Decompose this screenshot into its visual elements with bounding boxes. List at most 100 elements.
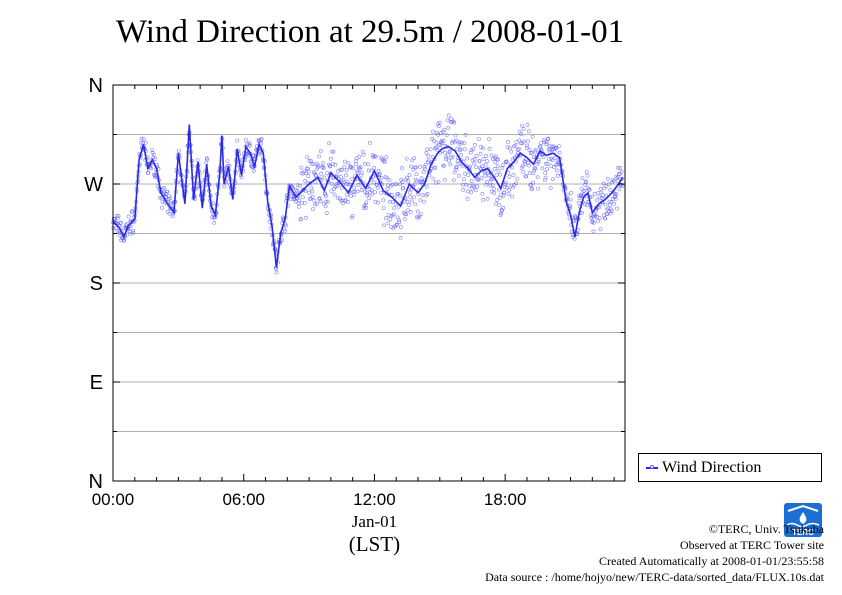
data-point	[458, 152, 463, 157]
data-point	[596, 190, 601, 195]
x-axis: 00:00 06:00 12:00 18:00 Jan-01(LST)	[92, 490, 527, 556]
data-point	[390, 182, 395, 187]
data-point	[499, 192, 504, 197]
data-point	[283, 223, 288, 228]
data-point	[454, 138, 459, 143]
data-point	[566, 192, 570, 197]
data-point	[141, 137, 146, 141]
data-point	[387, 199, 392, 204]
data-point	[419, 212, 424, 217]
data-point	[356, 182, 361, 187]
data-point	[146, 170, 151, 175]
data-point	[411, 167, 416, 172]
data-point	[569, 190, 574, 195]
x-tick-label: 06:00	[222, 490, 265, 509]
data-point	[431, 176, 436, 181]
data-point	[118, 220, 123, 225]
data-point	[396, 218, 401, 223]
data-point	[494, 201, 499, 206]
data-point	[474, 165, 479, 170]
data-point	[424, 150, 429, 155]
data-point	[442, 127, 447, 132]
data-point	[448, 162, 453, 167]
data-point	[398, 182, 403, 187]
data-point	[364, 200, 369, 205]
data-point	[384, 155, 389, 160]
data-point	[394, 182, 399, 187]
credit-created: Created Automatically at 2008-01-01/23:5…	[599, 554, 824, 568]
data-point	[160, 199, 165, 204]
data-point	[497, 203, 502, 207]
data-point	[434, 145, 439, 150]
credit-copyright: ©TERC, Univ. Tsukuba	[708, 522, 824, 536]
data-point	[131, 230, 136, 235]
data-point	[585, 173, 590, 178]
data-point	[450, 154, 455, 159]
data-point	[617, 171, 622, 176]
data-point	[165, 189, 170, 194]
data-point	[531, 171, 536, 176]
data-point	[323, 194, 328, 199]
data-point	[313, 202, 317, 207]
data-point	[526, 160, 531, 165]
data-point	[337, 179, 342, 184]
data-point	[515, 176, 520, 181]
data-point	[131, 228, 135, 233]
data-point	[596, 218, 601, 223]
data-point	[307, 158, 312, 163]
data-point	[471, 183, 475, 188]
data-point	[436, 124, 441, 129]
data-point	[426, 158, 431, 163]
data-point	[485, 159, 490, 164]
data-point	[500, 163, 505, 168]
data-point	[618, 166, 623, 170]
data-point	[606, 176, 610, 181]
data-point	[483, 173, 488, 178]
data-point	[381, 206, 386, 211]
data-point	[259, 141, 264, 146]
data-point	[355, 189, 360, 194]
data-point	[433, 180, 438, 185]
data-point	[510, 194, 515, 199]
data-point	[342, 165, 347, 170]
data-point	[407, 190, 412, 195]
data-point	[513, 143, 518, 148]
data-point	[305, 166, 310, 171]
data-point	[422, 166, 427, 171]
x-date-label: Jan-01	[352, 512, 397, 531]
data-point	[527, 147, 532, 152]
data-point	[309, 186, 314, 191]
legend-label: Wind Direction	[662, 458, 762, 476]
data-point	[526, 139, 530, 144]
data-point	[533, 166, 538, 171]
data-point	[310, 194, 315, 199]
data-point	[501, 205, 506, 210]
data-point	[608, 203, 612, 207]
data-point	[454, 167, 459, 172]
chart-title: Wind Direction at 29.5m / 2008-01-01	[115, 14, 625, 50]
data-point	[529, 150, 534, 155]
data-point	[367, 196, 372, 201]
data-point	[245, 141, 250, 146]
credit-source: Data source : /home/hojyo/new/TERC-data/…	[485, 570, 824, 584]
data-point	[444, 157, 448, 162]
data-point	[496, 157, 501, 162]
data-point	[405, 199, 410, 204]
data-point	[337, 179, 342, 184]
data-point	[514, 181, 519, 186]
data-point	[424, 184, 429, 189]
data-point	[306, 169, 311, 174]
data-point	[506, 170, 511, 175]
data-point	[517, 138, 522, 143]
data-point	[572, 236, 577, 241]
data-point	[460, 163, 465, 168]
logo-text: TERC	[792, 528, 814, 537]
data-point	[297, 191, 302, 196]
data-point	[601, 181, 606, 186]
data-point	[579, 186, 584, 191]
data-point	[503, 182, 508, 187]
data-point	[433, 165, 438, 170]
data-point	[604, 184, 609, 189]
data-point	[329, 156, 333, 161]
y-tick-label: E	[90, 372, 103, 394]
